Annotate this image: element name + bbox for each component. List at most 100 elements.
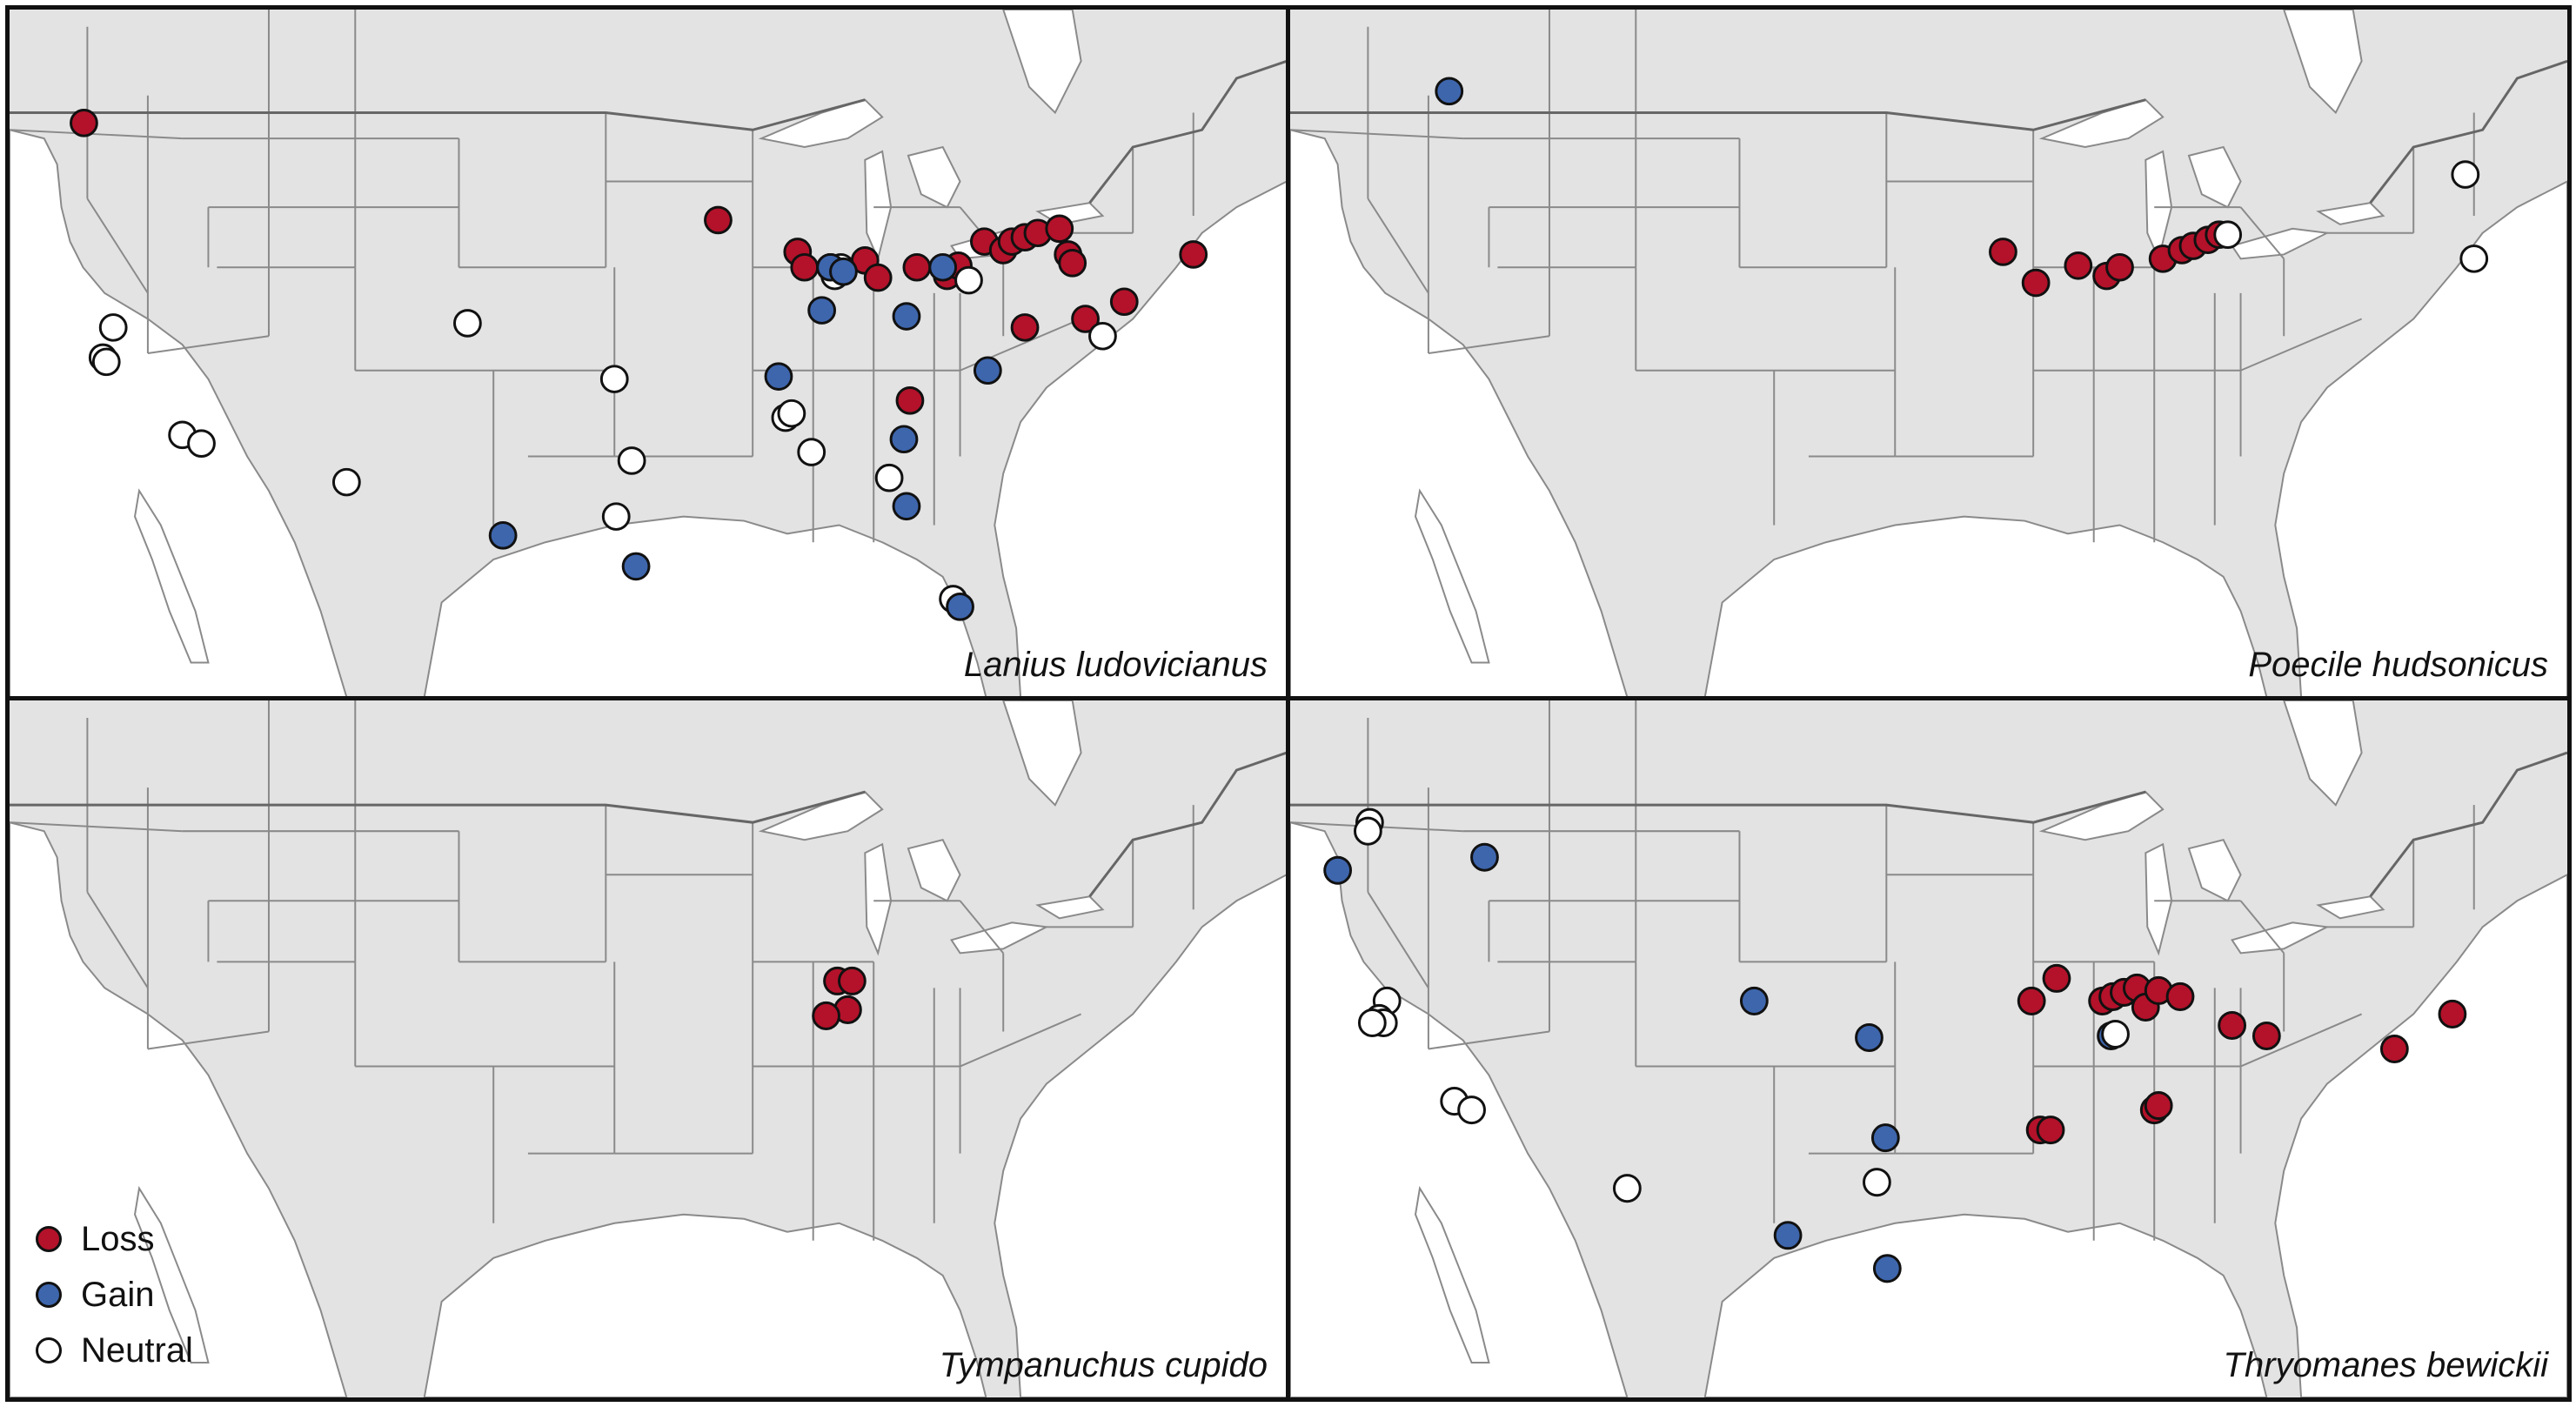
gain-marker: [807, 296, 837, 325]
neutral-marker: [2451, 160, 2480, 189]
legend-item-neutral: Neutral: [36, 1323, 193, 1378]
gain-marker: [621, 552, 651, 581]
state-boundary: [2239, 206, 2285, 260]
neutral-marker: [91, 347, 121, 377]
ocean-area: [10, 129, 348, 697]
state-boundary: [960, 1013, 1082, 1068]
lake-area: [950, 921, 1050, 955]
gain-marker: [1323, 855, 1353, 885]
map-panel-poecile-hudsonicus: Poecile hudsonicus: [1286, 5, 2572, 701]
state-boundary: [10, 821, 183, 833]
legend: Loss Gain Neutral: [36, 1211, 193, 1378]
ocean-area: [133, 1185, 210, 1363]
loss-marker: [2144, 1091, 2173, 1121]
neutral-marker: [1088, 321, 1117, 351]
map-panel-lanius-ludovicianus: Lanius ludovicianus: [5, 5, 1291, 701]
lake-area: [2231, 921, 2331, 955]
neutral-marker: [453, 309, 482, 338]
neutral-marker: [777, 399, 806, 428]
lake-area: [2316, 202, 2385, 225]
state-boundary: [147, 1030, 270, 1050]
ocean-area: [2283, 700, 2363, 807]
lake-area: [1035, 895, 1105, 920]
lake-area: [864, 842, 893, 956]
ocean-area: [2283, 10, 2363, 115]
lake-area: [2144, 842, 2173, 956]
loss-marker: [838, 966, 866, 995]
state-boundary: [2239, 900, 2285, 955]
loss-marker: [1071, 305, 1100, 333]
gain-marker: [829, 257, 858, 286]
loss-marker: [2438, 999, 2467, 1028]
neutral-marker: [331, 467, 361, 497]
gain-marker: [973, 356, 1002, 385]
lake-area: [864, 150, 893, 262]
species-label: Thryomanes bewickii: [2223, 1346, 2548, 1384]
state-boundary: [1367, 198, 1429, 294]
loss-marker: [2218, 1010, 2247, 1040]
gain-marker: [488, 521, 518, 550]
ocean-area: [1703, 515, 2268, 697]
national-boundary: [1290, 751, 2567, 898]
neutral-marker: [1863, 1168, 1891, 1197]
gain-marker: [1470, 842, 1499, 872]
lake-area: [907, 145, 961, 209]
ocean-area: [1414, 488, 1490, 664]
neutral-marker: [601, 502, 631, 531]
loss-marker: [812, 1001, 840, 1030]
state-boundary: [147, 335, 270, 354]
legend-item-gain: Gain: [36, 1267, 193, 1323]
neutral-marker: [2213, 220, 2243, 250]
neutral-marker: [2101, 1019, 2130, 1049]
gain-marker: [1855, 1022, 1883, 1053]
neutral-marker: [2459, 245, 2489, 273]
loss-marker: [1058, 249, 1087, 278]
gain-marker: [889, 425, 919, 454]
basemap: [10, 700, 1287, 1397]
neutral-marker: [1357, 1008, 1387, 1037]
gain-marker: [764, 362, 793, 391]
neutral-marker: [954, 265, 983, 295]
state-boundary: [1367, 891, 1429, 988]
basemap: [10, 10, 1287, 697]
lake-area: [2187, 145, 2242, 209]
neutral-marker: [1354, 816, 1382, 846]
map-panel-tympanuchus-cupido: Loss Gain Neutral Tympanuchus cupido: [5, 696, 1291, 1402]
state-boundary: [959, 900, 1004, 955]
ocean-area: [1290, 129, 1629, 697]
ocean-area: [1002, 10, 1082, 115]
loss-marker: [1989, 238, 2017, 266]
loss-marker: [2036, 1116, 2065, 1145]
ocean-area: [1414, 1185, 1490, 1363]
ocean-area: [2274, 874, 2567, 1397]
loss-marker: [1109, 287, 1139, 317]
state-boundary: [2240, 318, 2363, 372]
gain-marker: [1435, 77, 1464, 106]
ocean-area: [1002, 700, 1082, 807]
loss-marker: [863, 263, 893, 292]
lake-area: [2316, 895, 2385, 920]
loss-marker: [1010, 313, 1040, 342]
neutral-marker: [617, 446, 646, 475]
loss-marker: [902, 252, 932, 282]
state-boundary: [1290, 129, 1463, 140]
gain-marker: [1872, 1254, 1902, 1283]
loss-marker: [2017, 986, 2046, 1015]
neutral-marker: [874, 463, 904, 492]
ocean-area: [994, 180, 1287, 697]
loss-marker: [2021, 268, 2051, 298]
species-label: Tympanuchus cupido: [939, 1346, 1268, 1384]
basemap: [1290, 700, 2567, 1397]
species-label: Lanius ludovicianus: [963, 646, 1268, 684]
ocean-area: [994, 874, 1287, 1397]
lake-area: [2187, 839, 2242, 902]
gain-marker: [946, 593, 974, 621]
national-boundary: [10, 751, 1287, 898]
legend-label-gain: Gain: [81, 1275, 155, 1314]
gain-marker: [892, 302, 921, 331]
loss-marker: [2379, 1034, 2409, 1064]
loss-marker: [2165, 982, 2195, 1011]
loss-marker: [2042, 963, 2071, 993]
ocean-area: [423, 1213, 987, 1397]
basemap: [1290, 10, 2567, 697]
